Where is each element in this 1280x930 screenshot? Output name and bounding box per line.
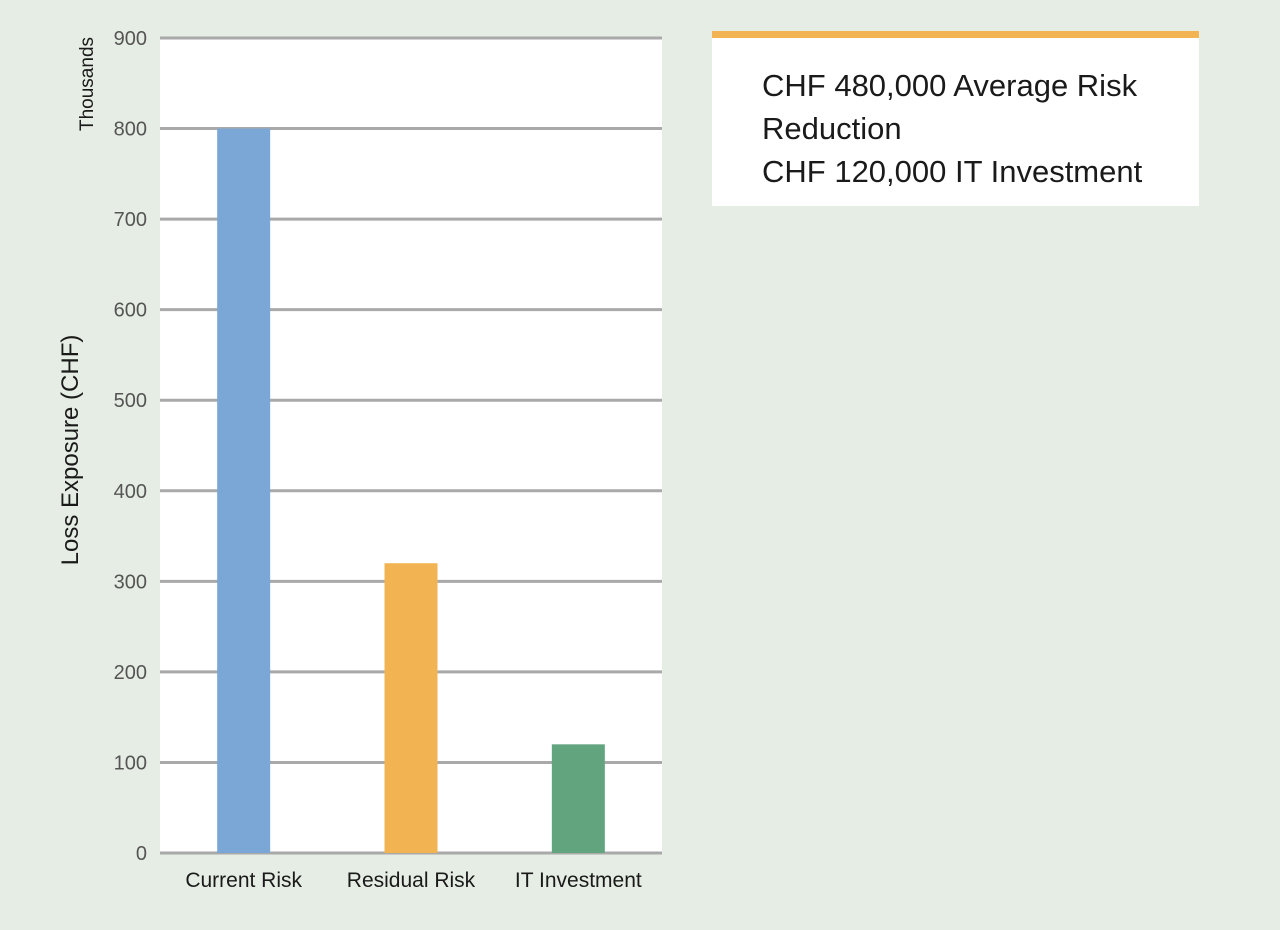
y-tick-label: 700	[114, 209, 147, 231]
x-axis-categories: Current Risk Residual Risk IT Investment	[185, 869, 642, 892]
y-tick-label: 200	[114, 662, 147, 684]
y-tick-label: 300	[114, 571, 147, 593]
y-tick-label: 800	[114, 119, 147, 141]
y-axis-ticks: 0 100 200 300 400 500 600 700 800 900	[114, 28, 147, 865]
risk-reduction-text: CHF 480,000 Average Risk Reduction	[762, 68, 1138, 146]
y-axis-unit: Thousands	[77, 37, 98, 131]
bar-current-risk	[217, 128, 271, 854]
x-category-label: Residual Risk	[347, 869, 476, 892]
it-investment-text: CHF 120,000 IT Investment	[762, 154, 1143, 189]
y-tick-label: 500	[114, 390, 147, 412]
bar-it-investment	[551, 744, 605, 853]
bars	[217, 128, 605, 854]
y-tick-label: 600	[114, 300, 147, 322]
y-tick-label: 400	[114, 481, 147, 503]
y-tick-label: 900	[114, 28, 147, 50]
y-tick-label: 0	[136, 843, 147, 865]
x-category-label: Current Risk	[185, 869, 302, 892]
y-axis-title: Loss Exposure (CHF)	[57, 335, 84, 566]
y-tick-label: 100	[114, 752, 147, 774]
x-category-label: IT Investment	[515, 869, 642, 892]
bar-residual-risk	[384, 563, 438, 853]
summary-callout: CHF 480,000 Average Risk Reduction CHF 1…	[712, 31, 1199, 206]
